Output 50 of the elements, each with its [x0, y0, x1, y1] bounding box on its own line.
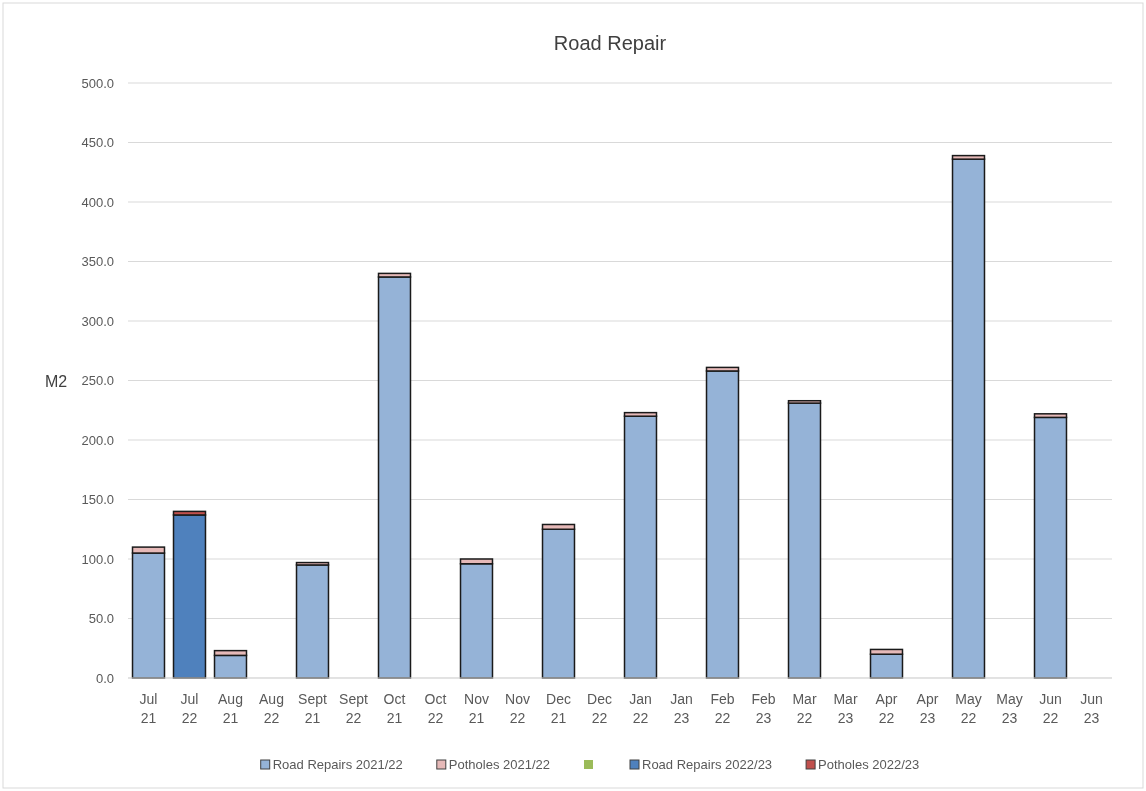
y-tick-label: 400.0: [81, 194, 114, 210]
bar: [172, 514, 207, 679]
bar: [1033, 416, 1068, 679]
x-tick-label: Feb 22: [710, 691, 735, 726]
y-tick-label: 450.0: [81, 135, 114, 151]
x-tick-label: Nov 22: [505, 691, 530, 726]
x-tick-label: Mar 22: [792, 691, 817, 726]
x-tick-label: Oct 21: [383, 691, 406, 726]
x-tick-label: Sept 22: [339, 691, 368, 726]
x-tick-label: Apr 23: [916, 691, 939, 726]
x-tick-label: Jul 21: [139, 691, 158, 726]
y-tick-label: 300.0: [81, 313, 114, 329]
x-tick-label: Jun 22: [1039, 691, 1062, 726]
legend-label: Road Repairs 2021/22: [272, 757, 403, 772]
legend-label: Potholes 2021/22: [448, 757, 550, 772]
x-tick-label: Nov 21: [464, 691, 489, 726]
x-tick-label: May 23: [996, 691, 1023, 726]
y-tick-label: 250.0: [81, 373, 114, 389]
bar: [705, 370, 740, 679]
bar: [787, 402, 822, 679]
x-tick-label: Mar 23: [833, 691, 858, 726]
y-tick-label: 0.0: [95, 670, 114, 686]
legend-label: Road Repairs 2022/23: [642, 757, 773, 772]
y-tick-label: 200.0: [81, 432, 114, 448]
bar: [541, 528, 576, 679]
y-tick-label: 150.0: [81, 492, 114, 508]
chart-title: Road Repair: [553, 32, 667, 54]
y-tick-label: 500.0: [81, 75, 114, 91]
bar: [951, 158, 986, 679]
bar: [623, 415, 658, 679]
x-tick-label: Jul 22: [180, 691, 199, 726]
x-tick-label: Jan 22: [629, 691, 652, 726]
x-tick-label: Jan 23: [670, 691, 693, 726]
x-tick-label: Aug 21: [218, 691, 243, 726]
y-tick-label: 350.0: [81, 254, 114, 270]
y-axis-title: M2: [44, 372, 68, 390]
bar: [377, 276, 412, 679]
x-tick-label: Feb 23: [751, 691, 776, 726]
bar: [295, 564, 330, 679]
x-tick-label: Dec 21: [546, 691, 571, 726]
legend-label: Potholes 2022/23: [818, 757, 920, 772]
y-tick-label: 100.0: [81, 551, 114, 567]
x-tick-label: Apr 22: [875, 691, 898, 726]
x-tick-label: Dec 22: [587, 691, 612, 726]
x-tick-label: May 22: [955, 691, 982, 726]
x-tick-label: Oct 22: [424, 691, 447, 726]
y-tick-label: 50.0: [88, 611, 114, 627]
x-tick-label: Jun 23: [1080, 691, 1103, 726]
x-tick-label: Aug 22: [259, 691, 284, 726]
x-tick-label: Sept 21: [298, 691, 327, 726]
